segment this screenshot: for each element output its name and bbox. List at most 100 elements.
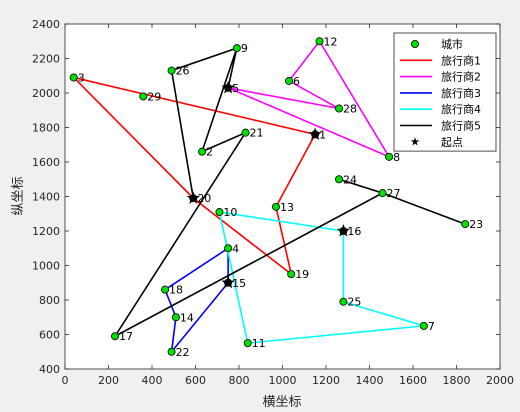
y-tick-label: 2200 xyxy=(32,53,60,66)
city-number-label: 6 xyxy=(293,75,300,88)
x-tick-label: 1400 xyxy=(356,374,384,387)
legend-route-label: 旅行商1 xyxy=(441,53,481,67)
city-marker xyxy=(315,37,324,46)
x-axis-ticks: 0 200 400 600 800 1000 1200 1400 1600 1800 2000 xyxy=(62,24,514,387)
legend-route-label: 旅行商5 xyxy=(441,119,481,133)
city-marker xyxy=(378,189,387,198)
city-marker xyxy=(461,220,470,229)
y-tick-label: 1000 xyxy=(32,260,60,273)
x-tick-label: 400 xyxy=(142,374,163,387)
city-number-label: 22 xyxy=(176,346,190,359)
city-number-label: 28 xyxy=(343,103,357,116)
city-marker xyxy=(167,66,176,75)
start-star-marker xyxy=(308,127,322,141)
city-number-label: 5 xyxy=(232,82,239,95)
city-marker xyxy=(335,175,344,184)
city-number-label: 1 xyxy=(319,128,326,141)
route-lines xyxy=(71,39,466,355)
city-marker xyxy=(167,347,176,356)
city-marker xyxy=(232,44,241,53)
city-number-label: 8 xyxy=(393,151,400,164)
city-number-label: 13 xyxy=(280,201,294,214)
y-tick-label: 600 xyxy=(39,329,60,342)
y-axis-label: 纵坐标 xyxy=(11,176,26,215)
legend-start-label: 起点 xyxy=(441,136,463,149)
city-number-label: 4 xyxy=(232,242,239,255)
legend-route-label: 旅行商2 xyxy=(441,70,481,84)
city-number-label: 11 xyxy=(252,337,266,350)
city-number-label: 17 xyxy=(119,330,133,343)
legend-city-label: 城市 xyxy=(441,37,463,51)
city-marker xyxy=(243,339,252,348)
city-marker xyxy=(339,297,348,306)
x-tick-label: 1600 xyxy=(399,374,427,387)
city-number-label: 9 xyxy=(241,42,248,55)
city-number-label: 26 xyxy=(176,65,190,78)
city-marker xyxy=(171,313,180,322)
route-line-2 xyxy=(227,39,392,159)
city-labels: 1234567891011121314151617181920212223242… xyxy=(78,35,484,359)
x-tick-label: 2000 xyxy=(486,374,514,387)
route-line-1 xyxy=(71,76,316,277)
city-marker xyxy=(139,92,148,101)
x-tick-label: 0 xyxy=(62,374,69,387)
y-axis-ticks: 400 600 800 1000 1200 1400 1600 1800 2000 2200 240… xyxy=(32,18,500,376)
city-marker xyxy=(111,332,120,341)
city-number-label: 20 xyxy=(197,192,211,205)
route-line-5 xyxy=(170,46,238,199)
city-marker xyxy=(335,104,344,113)
city-marker xyxy=(285,76,294,85)
legend-route-label: 旅行商3 xyxy=(441,86,481,100)
route-line-7 xyxy=(338,178,383,194)
y-tick-label: 400 xyxy=(39,363,60,376)
x-tick-label: 1000 xyxy=(269,374,297,387)
x-tick-label: 1800 xyxy=(443,374,471,387)
city-marker xyxy=(385,152,394,161)
x-tick-label: 1200 xyxy=(312,374,340,387)
city-number-label: 29 xyxy=(147,90,161,103)
city-number-label: 19 xyxy=(295,268,309,281)
start-star-marker xyxy=(221,275,235,289)
city-number-label: 21 xyxy=(250,127,264,140)
start-star-marker xyxy=(186,191,200,204)
city-number-label: 23 xyxy=(469,218,483,231)
city-number-label: 16 xyxy=(347,225,361,238)
x-tick-label: 600 xyxy=(185,374,206,387)
city-number-label: 15 xyxy=(232,277,246,290)
city-number-label: 25 xyxy=(347,296,361,309)
city-marker xyxy=(69,73,78,82)
city-number-label: 27 xyxy=(387,187,401,200)
city-marker xyxy=(287,270,296,279)
legend-start-marker xyxy=(410,137,420,146)
city-marker xyxy=(198,147,207,156)
x-tick-label: 800 xyxy=(229,374,250,387)
city-marker xyxy=(215,208,224,217)
city-marker xyxy=(224,244,233,253)
city-number-label: 2 xyxy=(206,146,213,159)
start-star-marker xyxy=(336,224,351,237)
start-star-marker xyxy=(221,80,235,94)
y-tick-label: 2000 xyxy=(32,87,60,100)
x-tick-label: 200 xyxy=(98,374,119,387)
y-tick-label: 1600 xyxy=(32,156,60,169)
city-number-label: 3 xyxy=(78,71,85,84)
city-number-label: 12 xyxy=(323,35,337,48)
city-number-label: 14 xyxy=(180,311,194,324)
y-tick-label: 800 xyxy=(39,294,60,307)
city-marker xyxy=(161,285,170,294)
y-tick-label: 1200 xyxy=(32,225,60,238)
y-tick-label: 1400 xyxy=(32,191,60,204)
route-line-4 xyxy=(218,211,425,344)
route-line-6 xyxy=(112,47,466,339)
city-marker xyxy=(271,202,280,211)
y-tick-label: 1800 xyxy=(32,122,60,135)
start-markers xyxy=(186,80,351,289)
city-marker xyxy=(241,128,250,137)
city-number-label: 18 xyxy=(169,284,183,297)
x-axis-label: 横坐标 xyxy=(262,395,301,410)
city-number-label: 10 xyxy=(223,206,237,219)
legend-city-marker xyxy=(410,40,419,49)
legend-box xyxy=(393,32,497,152)
